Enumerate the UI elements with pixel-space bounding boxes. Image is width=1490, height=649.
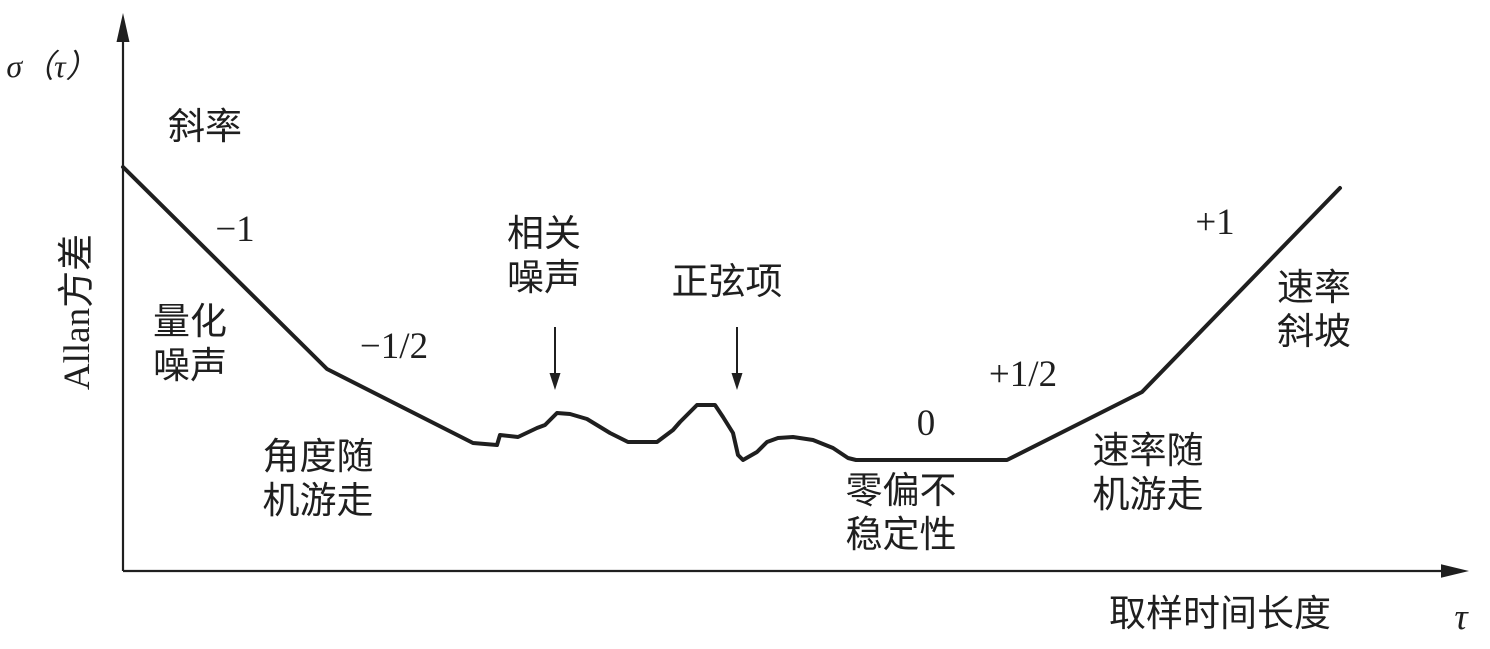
region-line: 速率 [1277, 268, 1351, 309]
slope-label-minus-half: −1/2 [359, 326, 429, 367]
x-axis-symbol: τ [1454, 597, 1468, 638]
region-line: 相关 [507, 214, 581, 255]
region-sine-term: 正弦项 [672, 261, 783, 305]
region-line: 机游走 [1092, 475, 1204, 516]
region-line: 角度随 [262, 437, 374, 478]
region-line: 稳定性 [845, 515, 957, 556]
region-line: 正弦项 [671, 262, 783, 303]
region-line: 速率随 [1092, 431, 1204, 472]
region-quantization-noise: 量化 噪声 [153, 301, 227, 389]
region-line: 量化 [153, 302, 227, 343]
x-axis-arrowhead-icon [1441, 564, 1469, 578]
region-rate-random-walk: 速率随 机游走 [1093, 430, 1204, 518]
region-angle-random-walk: 角度随 机游走 [263, 436, 374, 524]
y-axis-symbol: σ（τ） [6, 48, 98, 84]
region-line: 斜坡 [1277, 312, 1351, 353]
correlated-noise-arrowhead-icon [549, 373, 561, 390]
region-line: 零偏不 [845, 471, 957, 512]
x-axis-label: 取样时间长度 [1109, 594, 1331, 635]
slope-label-zero: 0 [916, 403, 936, 444]
region-line: 机游走 [262, 481, 374, 522]
region-bias-instability: 零偏不 稳定性 [846, 470, 957, 558]
slope-label-plus-one: +1 [1195, 202, 1235, 243]
region-rate-ramp: 速率 斜坡 [1277, 267, 1351, 355]
allan-curve [121, 165, 1342, 462]
region-line: 噪声 [153, 346, 227, 387]
slope-label-minus-one: −1 [215, 209, 255, 250]
sine-term-arrowhead-icon [731, 373, 743, 390]
y-axis-rotated-label: Allan方差 [57, 233, 98, 391]
slope-label-plus-half: +1/2 [988, 354, 1058, 395]
y-axis-arrowhead-icon [116, 13, 130, 42]
slope-header: 斜率 [168, 107, 242, 148]
annotation-arrows [549, 327, 743, 390]
region-correlated-noise: 相关 噪声 [507, 213, 581, 301]
region-line: 噪声 [507, 258, 581, 299]
